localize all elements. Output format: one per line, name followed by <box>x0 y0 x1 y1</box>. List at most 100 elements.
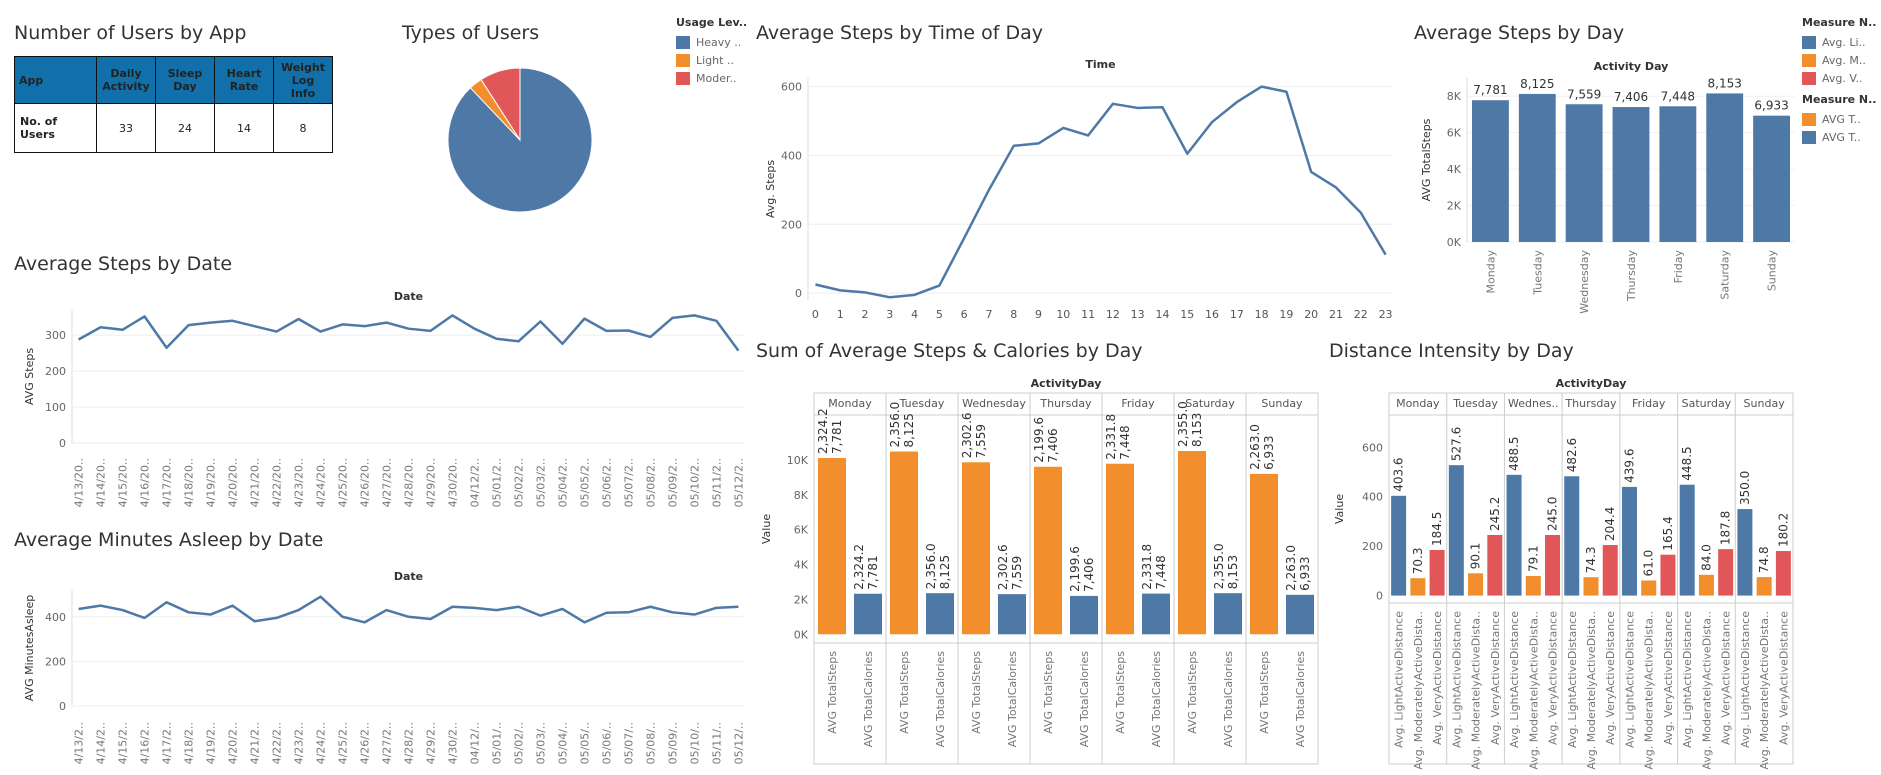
legend-item-very-distance[interactable]: Avg. V.. <box>1802 69 1877 87</box>
data-label: 2,356.0 <box>888 402 902 448</box>
tick-label: Tuesday <box>1531 250 1544 296</box>
tick-label: Avg. ModeratelyActiveDista.. <box>1527 611 1540 770</box>
steps-by-time-title: Average Steps by Time of Day <box>756 22 1044 44</box>
tick-label: 4/13/2.. <box>73 722 86 764</box>
data-label: 6,933 <box>1754 99 1788 113</box>
facet-label: Saturday <box>1185 397 1235 410</box>
legend-item-moderate-distance[interactable]: Avg. M.. <box>1802 51 1877 69</box>
bar <box>818 458 846 635</box>
bar <box>1641 580 1657 596</box>
tick-label: 16 <box>1205 308 1219 321</box>
legend-swatch <box>676 71 690 85</box>
legend-item-heavy[interactable]: Heavy .. <box>676 33 747 51</box>
steps-by-day-title: Average Steps by Day <box>1414 22 1625 44</box>
tick-label: AVG TotalSteps <box>970 651 983 734</box>
tick-label: 4/22/20.. <box>271 458 284 507</box>
data-label: 2,302.6 <box>960 412 974 458</box>
legend-swatch <box>1802 35 1816 49</box>
bar <box>890 451 918 635</box>
column-header: Heart Rate <box>214 56 274 104</box>
facet-label: Tuesday <box>899 397 945 410</box>
tick-label: 6K <box>794 524 809 537</box>
bar <box>1525 576 1541 596</box>
tick-label: 11 <box>1081 308 1095 321</box>
tick-label: 200 <box>781 218 802 231</box>
tick-label: 4/13/20.. <box>73 458 86 507</box>
tick-label: 4/20/2.. <box>227 722 240 764</box>
data-label: 2,324.2 <box>816 408 830 454</box>
tick-label: 15 <box>1180 308 1194 321</box>
tick-label: 05/03/2.. <box>534 458 547 507</box>
legend-title: Usage Lev.. <box>676 16 748 29</box>
tick-label: 4/28/20.. <box>403 458 416 507</box>
tick-label: 05/06/2.. <box>600 458 613 507</box>
tick-label: 300 <box>45 329 66 342</box>
data-label: 2,263.0 <box>1284 545 1298 591</box>
data-label: 61.0 <box>1642 550 1656 577</box>
data-label: 7,448 <box>1661 89 1695 103</box>
tick-label: AVG TotalSteps <box>898 651 911 734</box>
tick-label: AVG TotalCalories <box>934 651 947 748</box>
facet-label: Sunday <box>1261 397 1303 410</box>
data-label: 2,355.0 <box>1176 401 1190 447</box>
legend-item-total-calories[interactable]: AVG T.. <box>1802 128 1877 146</box>
tick-label: 05/01/.. <box>490 722 503 764</box>
bar <box>1706 93 1744 242</box>
data-label: 165.4 <box>1661 516 1675 550</box>
tick-label: 05/07/2.. <box>622 458 635 507</box>
tick-label: 4/25/2.. <box>337 722 350 764</box>
tick-label: 23 <box>1379 308 1393 321</box>
tick-label: 0 <box>59 700 66 713</box>
tick-label: 4/14/20.. <box>95 458 108 507</box>
data-label: 74.3 <box>1584 546 1598 573</box>
tick-label: 05/09/.. <box>666 722 679 764</box>
data-label: 6,933 <box>1298 556 1312 590</box>
y-axis-label: Value <box>760 514 773 544</box>
data-label: 84.0 <box>1699 544 1713 571</box>
data-label: 403.6 <box>1392 457 1406 491</box>
legend-item-light-distance[interactable]: Avg. Li.. <box>1802 33 1877 51</box>
legend-swatch <box>1802 53 1816 67</box>
tick-label: 18 <box>1255 308 1269 321</box>
tick-label: 4/24/2.. <box>315 722 328 764</box>
table-cell: 24 <box>155 103 215 153</box>
tick-label: 05/04/.. <box>556 722 569 764</box>
users-by-app-table: App Daily Activity Sleep Day Heart Rate … <box>14 56 333 153</box>
tick-label: AVG TotalCalories <box>1222 651 1235 748</box>
tick-label: Sunday <box>1766 250 1779 292</box>
tick-label: Monday <box>1484 250 1497 294</box>
data-label: 2,324.2 <box>852 544 866 590</box>
data-label: 527.6 <box>1449 427 1463 461</box>
tick-label: 21 <box>1329 308 1343 321</box>
data-label: 8,125 <box>902 413 916 447</box>
data-label: 7,406 <box>1046 428 1060 462</box>
sleep-by-date-title: Average Minutes Asleep by Date <box>14 529 324 551</box>
tick-label: 400 <box>45 611 66 624</box>
y-axis-label: AVG Steps <box>23 348 36 405</box>
users-by-app-title: Number of Users by App <box>14 22 247 44</box>
tick-label: Avg. LightActiveDistance <box>1450 611 1463 748</box>
tick-label: 0 <box>1376 590 1383 603</box>
tick-label: Avg. VeryActiveDistance <box>1431 611 1444 745</box>
table-cell: 33 <box>96 103 156 153</box>
tick-label: 05/11/2.. <box>710 458 723 507</box>
legend-item-light[interactable]: Light .. <box>676 51 747 69</box>
tick-label: AVG TotalCalories <box>862 651 875 748</box>
tick-label: AVG TotalCalories <box>1294 651 1307 748</box>
data-label: 2,263.0 <box>1248 424 1262 470</box>
bar <box>1518 93 1556 242</box>
legend-label: AVG T.. <box>1822 130 1861 144</box>
tick-label: 14 <box>1155 308 1169 321</box>
legend-item-total-steps[interactable]: AVG T.. <box>1802 110 1877 128</box>
tick-label: 8 <box>1010 308 1017 321</box>
bar <box>1659 106 1697 243</box>
tick-label: 6 <box>961 308 968 321</box>
tick-label: 5 <box>936 308 943 321</box>
tick-label: 4/14/2.. <box>95 722 108 764</box>
table-row: No. of Users 33 24 14 8 <box>14 103 333 153</box>
series-line <box>815 85 1387 299</box>
series-line <box>77 314 740 352</box>
column-header: Weight Log Info <box>273 56 333 104</box>
legend-item-moderate[interactable]: Moder.. <box>676 69 747 87</box>
